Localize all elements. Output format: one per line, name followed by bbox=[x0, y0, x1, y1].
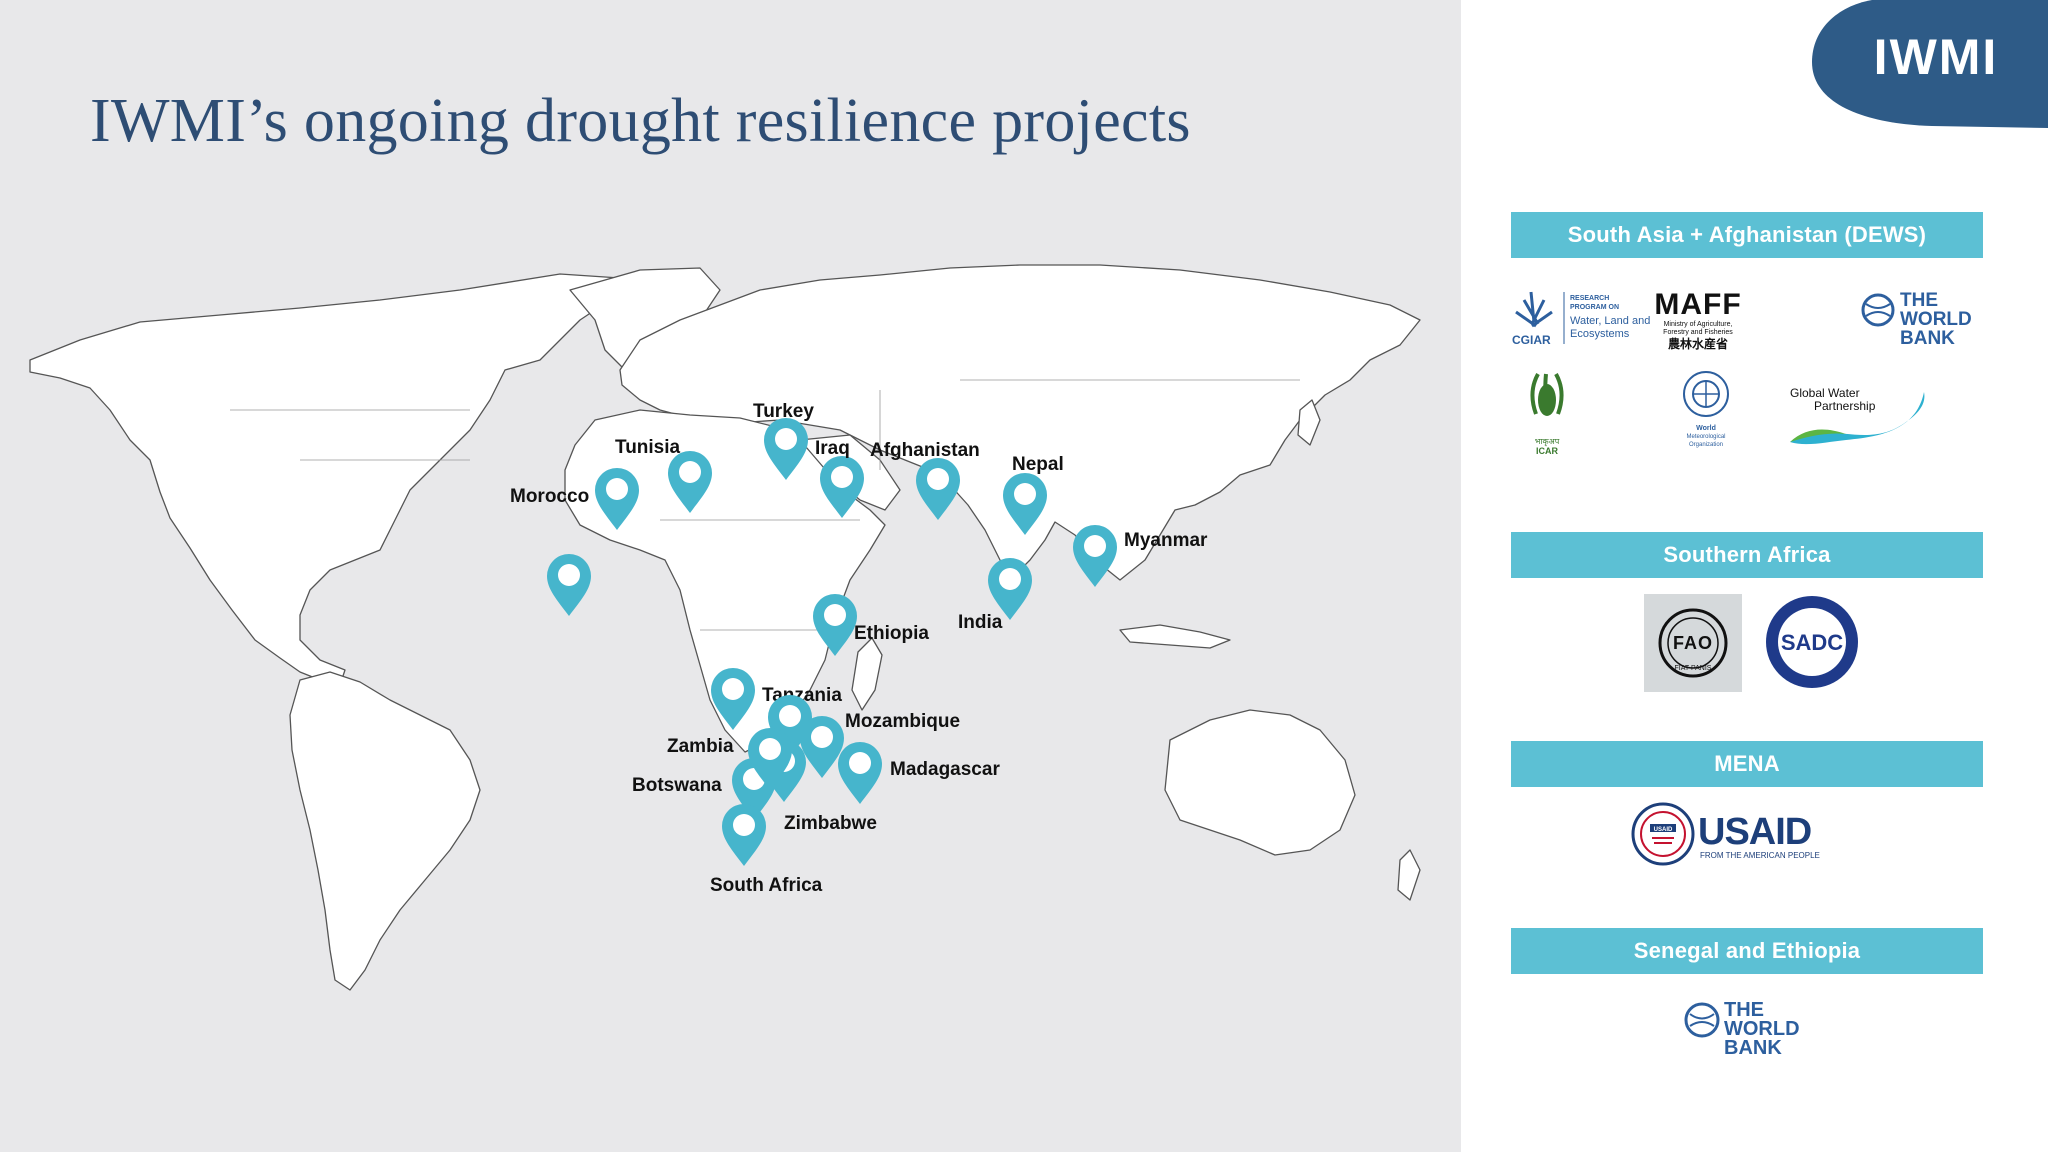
region-bar-southern-africa: Southern Africa bbox=[1511, 532, 1983, 578]
pin-turkey[interactable]: Turkey bbox=[753, 401, 814, 480]
usaid-sub: FROM THE AMERICAN PEOPLE bbox=[1700, 851, 1820, 860]
iwmi-logo: IWMI bbox=[1812, 0, 2048, 128]
icar-logo: भाकृअप ICAR bbox=[1530, 373, 1564, 456]
pin-label-tunisia: Tunisia bbox=[615, 437, 681, 458]
wb2-line-3: BANK bbox=[1724, 1037, 1782, 1059]
island-madagascar bbox=[851, 637, 883, 711]
wmo-logo: World Meteorological Organization bbox=[1683, 371, 1729, 448]
island-japan bbox=[1297, 399, 1321, 446]
wb-line-2: WORLD bbox=[1900, 309, 1972, 330]
page-title: IWMI’s ongoing drought resilience projec… bbox=[90, 87, 1191, 155]
pin-zimbabwe[interactable]: Zimbabwe bbox=[748, 728, 877, 834]
pin-ethiopia[interactable]: Ethiopia bbox=[813, 594, 929, 656]
globe-icon bbox=[1861, 293, 1895, 327]
maff-jp: 農林水産省 bbox=[1668, 336, 1728, 351]
icar-hindi: भाकृअप bbox=[1535, 437, 1560, 447]
pin-label-india: India bbox=[958, 612, 1003, 633]
maff-sub-2: Forestry and Fisheries bbox=[1663, 329, 1733, 336]
pin-india[interactable]: India bbox=[958, 558, 1032, 633]
cgiar-logo-text: CGIAR bbox=[1512, 333, 1551, 347]
continent-australia bbox=[1164, 709, 1356, 856]
pin-myanmar[interactable]: Myanmar bbox=[1073, 525, 1208, 587]
continent-north-america bbox=[29, 273, 621, 686]
gwp-line-1: Global Water bbox=[1790, 386, 1860, 400]
cgiar-wle-logo: CGIAR RESEARCH PROGRAM ON Water, Land an… bbox=[1512, 291, 1650, 347]
pin-nepal[interactable]: Nepal bbox=[1003, 454, 1064, 535]
gwp-line-2: Partnership bbox=[1814, 399, 1876, 413]
pin-zambia[interactable]: Zambia bbox=[667, 736, 806, 802]
pin-label-myanmar: Myanmar bbox=[1124, 530, 1208, 551]
wmo-emblem-icon bbox=[1683, 371, 1729, 417]
wb2-line-2: WORLD bbox=[1724, 1018, 1800, 1040]
pin-label-south-africa: South Africa bbox=[710, 875, 823, 896]
fao-motto: FIAT PANIS bbox=[1675, 665, 1712, 672]
pin-malawi[interactable] bbox=[800, 716, 844, 778]
pin-afghanistan[interactable]: Afghanistan bbox=[870, 440, 980, 520]
region-bar-south-asia: South Asia + Afghanistan (DEWS) bbox=[1511, 212, 1983, 258]
pin-label-ethiopia: Ethiopia bbox=[854, 623, 929, 644]
pin-label-morocco: Morocco bbox=[510, 486, 589, 507]
pin-tunisia[interactable]: Tunisia bbox=[615, 437, 712, 513]
pin-iraq[interactable]: Iraq bbox=[815, 438, 864, 518]
pin-label-botswana: Botswana bbox=[632, 775, 722, 796]
region-bar-senegal-ethiopia: Senegal and Ethiopia bbox=[1511, 928, 1983, 974]
island-indonesia bbox=[1119, 624, 1231, 649]
usaid-logo: USAID USAID FROM THE AMERICAN PEOPLE bbox=[1631, 802, 1820, 866]
pin-label-iraq: Iraq bbox=[815, 438, 850, 459]
island-new-zealand bbox=[1397, 849, 1421, 901]
continent-eurasia bbox=[619, 264, 1421, 581]
continent-south-america bbox=[289, 671, 481, 991]
pin-label-mozambique: Mozambique bbox=[845, 711, 960, 732]
wle-line-1: RESEARCH bbox=[1570, 295, 1609, 302]
wle-line-4: Ecosystems bbox=[1570, 328, 1630, 340]
wmo-line-1: World bbox=[1696, 425, 1716, 432]
pin-madagascar[interactable]: Madagascar bbox=[838, 742, 1000, 804]
wb-line-1: THE bbox=[1900, 290, 1938, 311]
sadc-logo: SADC bbox=[1766, 596, 1858, 688]
pin-label-madagascar: Madagascar bbox=[890, 759, 1000, 780]
pin-south-africa[interactable]: South Africa bbox=[710, 804, 823, 896]
wheat-icon bbox=[1538, 384, 1556, 416]
pin-label-afghanistan: Afghanistan bbox=[870, 440, 980, 461]
wmo-line-3: Organization bbox=[1689, 442, 1723, 448]
pin-label-turkey: Turkey bbox=[753, 401, 814, 422]
maff-logo: MAFF Ministry of Agriculture, Forestry a… bbox=[1654, 288, 1741, 351]
wb2-line-1: THE bbox=[1724, 999, 1764, 1021]
pin-label-nepal: Nepal bbox=[1012, 454, 1064, 475]
fao-letters: FAO bbox=[1673, 633, 1713, 653]
pin-morocco[interactable]: Morocco bbox=[510, 468, 639, 530]
region-bar-mena: MENA bbox=[1511, 741, 1983, 787]
pin-botswana[interactable]: Botswana bbox=[632, 758, 776, 820]
pin-mozambique[interactable]: Mozambique bbox=[768, 695, 960, 757]
world-bank-logo-1: THE WORLD BANK bbox=[1861, 290, 1972, 349]
wle-line-2: PROGRAM ON bbox=[1570, 304, 1619, 311]
world-bank-logo-2: THE WORLD BANK bbox=[1684, 999, 1800, 1059]
iwmi-logo-text: IWMI bbox=[1874, 29, 1999, 85]
pins-layer: Morocco Tunisia Turkey Iraq Afghanistan … bbox=[510, 401, 1208, 896]
wmo-line-2: Meteorological bbox=[1686, 434, 1725, 440]
globe-icon bbox=[1684, 1002, 1720, 1038]
wave-icon bbox=[1790, 392, 1925, 445]
maff-logo-text: MAFF bbox=[1654, 288, 1741, 321]
gwp-logo: Global Water Partnership bbox=[1790, 386, 1925, 445]
world-map bbox=[29, 264, 1421, 991]
usaid-seal-text: USAID bbox=[1654, 827, 1673, 833]
wle-line-3: Water, Land and bbox=[1570, 315, 1650, 327]
south-asia-logos: CGIAR RESEARCH PROGRAM ON Water, Land an… bbox=[1512, 288, 1972, 456]
usaid-logo-text: USAID bbox=[1698, 811, 1811, 853]
pin-label-zambia: Zambia bbox=[667, 736, 734, 757]
sadc-logo-text: SADC bbox=[1781, 630, 1843, 655]
wb-line-3: BANK bbox=[1900, 328, 1955, 349]
southern-africa-logos: FAO FIAT PANIS SADC bbox=[1644, 594, 1858, 692]
icar-logo-text: ICAR bbox=[1536, 446, 1558, 456]
pin-senegal[interactable] bbox=[547, 554, 591, 616]
pin-label-zimbabwe: Zimbabwe bbox=[784, 813, 877, 834]
maff-sub-1: Ministry of Agriculture, bbox=[1664, 321, 1733, 328]
fao-logo: FAO FIAT PANIS bbox=[1644, 594, 1742, 692]
